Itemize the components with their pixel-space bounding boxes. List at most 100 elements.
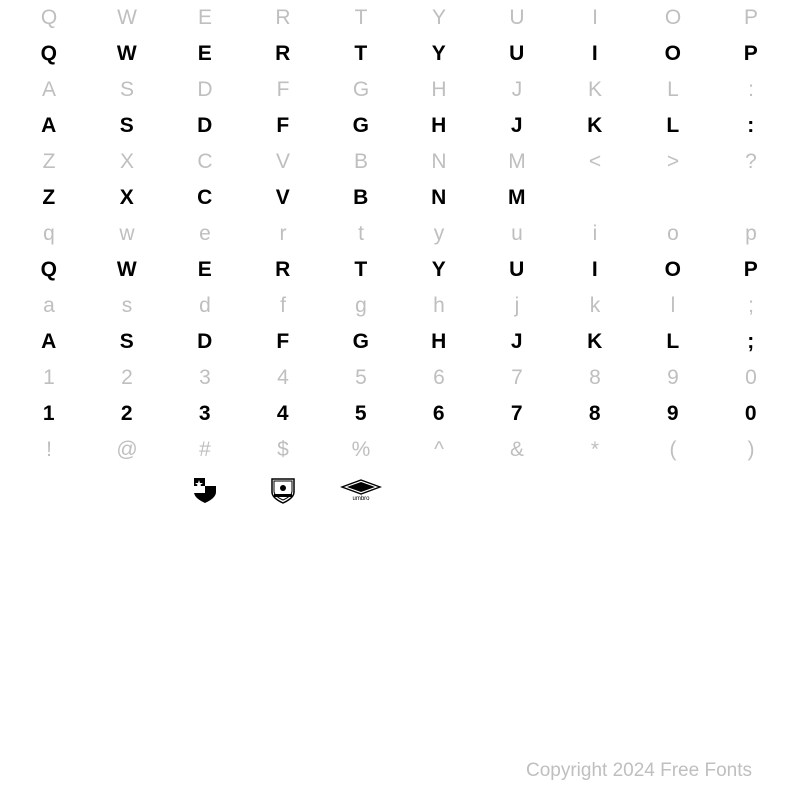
reference-char-cell: W	[88, 0, 166, 36]
reference-char-cell: 4	[244, 360, 322, 396]
reference-char-cell: ?	[712, 144, 790, 180]
reference-char-cell: P	[712, 0, 790, 36]
reference-char-cell: 9	[634, 360, 712, 396]
reference-char-cell: O	[634, 0, 712, 36]
glyph-char-cell: 4	[244, 396, 322, 432]
reference-char-cell: F	[244, 72, 322, 108]
reference-char-cell: ;	[712, 288, 790, 324]
reference-char-cell: Y	[400, 0, 478, 36]
glyph-char-cell: 3	[166, 396, 244, 432]
glyph-char-cell: U	[478, 252, 556, 288]
reference-char-cell: J	[478, 72, 556, 108]
glyph-char-cell: 0	[712, 396, 790, 432]
glyph-char-cell: P	[712, 252, 790, 288]
reference-char-cell: f	[244, 288, 322, 324]
reference-char-cell: q	[10, 216, 88, 252]
reference-char-cell: $	[244, 432, 322, 468]
glyph-char-cell: C	[166, 180, 244, 216]
glyph-char-cell: T	[322, 252, 400, 288]
reference-char-cell: i	[556, 216, 634, 252]
glyph-char-cell: L	[634, 324, 712, 360]
glyph-char-cell: E	[166, 36, 244, 72]
reference-char-cell: H	[400, 72, 478, 108]
reference-char-cell: T	[322, 0, 400, 36]
glyph-char-cell: G	[322, 108, 400, 144]
glyph-char-cell	[634, 180, 712, 216]
reference-char-cell: E	[166, 0, 244, 36]
reference-char-cell: (	[634, 432, 712, 468]
umbro-label: umbro	[352, 496, 370, 501]
reference-char-cell: >	[634, 144, 712, 180]
reference-char-cell: g	[322, 288, 400, 324]
glyph-char-cell: 9	[634, 396, 712, 432]
glyph-char-cell	[556, 180, 634, 216]
reference-char-cell: p	[712, 216, 790, 252]
reference-char-cell: e	[166, 216, 244, 252]
glyph-char-cell: M	[478, 180, 556, 216]
reference-char-cell: K	[556, 72, 634, 108]
reference-char-cell: X	[88, 144, 166, 180]
reference-char-cell: r	[244, 216, 322, 252]
glyph-char-cell: D	[166, 324, 244, 360]
glyph-char-cell: 7	[478, 396, 556, 432]
reference-char-cell: u	[478, 216, 556, 252]
reference-char-cell: &	[478, 432, 556, 468]
glyph-char-cell: X	[88, 180, 166, 216]
shield-outline-icon	[244, 472, 322, 508]
glyph-char-cell: F	[244, 324, 322, 360]
reference-char-cell: G	[322, 72, 400, 108]
glyph-char-cell: H	[400, 324, 478, 360]
glyph-char-cell: K	[556, 324, 634, 360]
glyph-char-cell: R	[244, 36, 322, 72]
glyph-char-cell: N	[400, 180, 478, 216]
glyph-char-cell: Q	[10, 252, 88, 288]
glyph-char-cell: R	[244, 252, 322, 288]
reference-char-cell: S	[88, 72, 166, 108]
glyph-char-cell: S	[88, 108, 166, 144]
reference-char-cell: B	[322, 144, 400, 180]
reference-char-cell: l	[634, 288, 712, 324]
reference-char-cell: 0	[712, 360, 790, 396]
glyph-char-cell: U	[478, 36, 556, 72]
reference-char-cell: V	[244, 144, 322, 180]
reference-char-cell: :	[712, 72, 790, 108]
glyph-char-cell: V	[244, 180, 322, 216]
icon-empty	[400, 472, 478, 508]
reference-char-cell: s	[88, 288, 166, 324]
glyph-char-cell: E	[166, 252, 244, 288]
reference-char-cell: I	[556, 0, 634, 36]
reference-char-cell: <	[556, 144, 634, 180]
glyph-char-cell: Y	[400, 36, 478, 72]
reference-char-cell: o	[634, 216, 712, 252]
glyph-char-cell: T	[322, 36, 400, 72]
reference-char-cell: a	[10, 288, 88, 324]
reference-char-cell: U	[478, 0, 556, 36]
glyph-char-cell: D	[166, 108, 244, 144]
reference-char-cell: 7	[478, 360, 556, 396]
reference-char-cell: D	[166, 72, 244, 108]
reference-char-cell: A	[10, 72, 88, 108]
glyph-char-cell: K	[556, 108, 634, 144]
reference-char-cell: #	[166, 432, 244, 468]
glyph-char-cell: Z	[10, 180, 88, 216]
reference-char-cell: C	[166, 144, 244, 180]
shield-star-icon	[166, 472, 244, 508]
reference-char-cell: 5	[322, 360, 400, 396]
glyph-char-cell	[712, 180, 790, 216]
reference-char-cell: *	[556, 432, 634, 468]
glyph-char-cell: H	[400, 108, 478, 144]
reference-char-cell: 3	[166, 360, 244, 396]
icon-empty	[556, 472, 634, 508]
glyph-char-cell: ;	[712, 324, 790, 360]
icon-empty	[478, 472, 556, 508]
reference-char-cell: w	[88, 216, 166, 252]
reference-char-cell: y	[400, 216, 478, 252]
glyph-char-cell: W	[88, 252, 166, 288]
reference-char-cell: R	[244, 0, 322, 36]
glyph-char-cell: O	[634, 36, 712, 72]
glyph-char-cell: P	[712, 36, 790, 72]
reference-char-cell: Z	[10, 144, 88, 180]
glyph-char-cell: O	[634, 252, 712, 288]
icon-empty	[634, 472, 712, 508]
copyright-text: Copyright 2024 Free Fonts	[526, 760, 752, 782]
